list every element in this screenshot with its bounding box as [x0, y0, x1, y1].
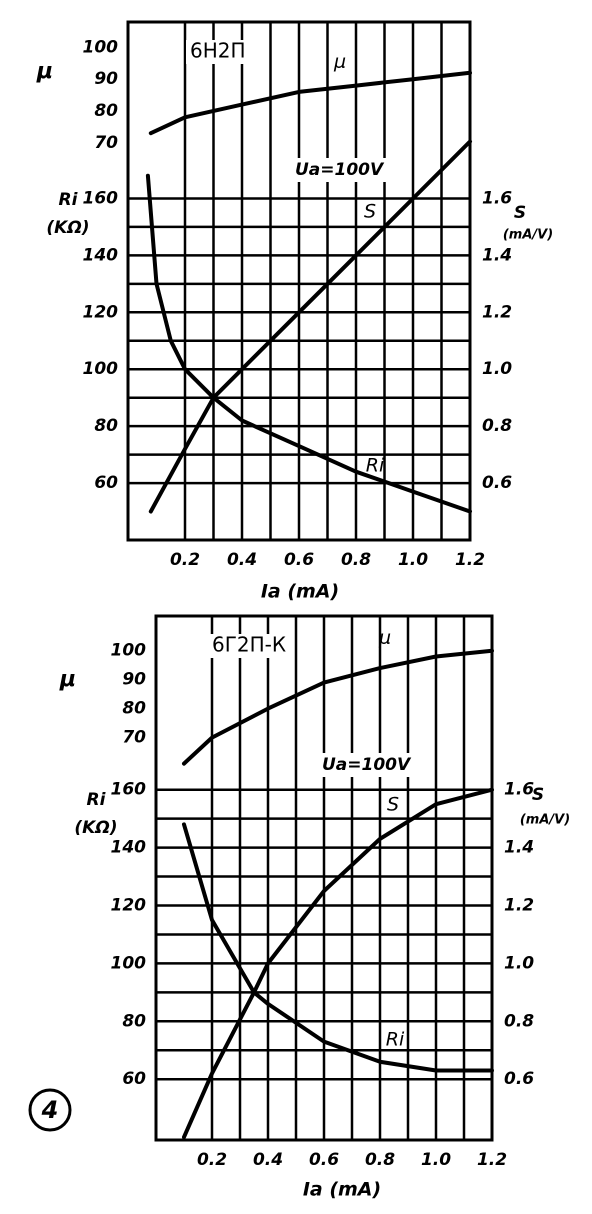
- annotation: Uа=100V: [322, 755, 412, 775]
- y-axis-unit: (KΩ): [74, 818, 117, 838]
- y3-axis-label: μ: [36, 59, 53, 84]
- y-tick-label: 80: [122, 1011, 146, 1031]
- y2-tick-label: 1.4: [504, 838, 534, 858]
- y3-tick-label: 70: [122, 728, 146, 748]
- y-axis-label: Ri: [87, 790, 107, 810]
- chart-title-bg: [186, 40, 250, 64]
- y2-tick-label: 1.6: [482, 188, 512, 208]
- y2-axis-label: S: [532, 785, 544, 805]
- x-tick-label: 0.8: [365, 1150, 395, 1170]
- plot-frame: [154, 614, 494, 1142]
- x-tick-label: 0.4: [253, 1150, 283, 1170]
- y-tick-label: 80: [94, 416, 118, 436]
- chart-title-bg: [208, 634, 291, 658]
- plot-frame: [126, 20, 472, 542]
- y2-tick-label: 1.2: [504, 896, 534, 916]
- y-tick-label: 160: [83, 188, 119, 208]
- series-label: μ: [378, 627, 391, 649]
- series-line: [182, 787, 494, 1140]
- y3-tick-label: 90: [122, 670, 146, 690]
- x-tick-label: 0.6: [309, 1150, 339, 1170]
- y3-axis-label: μ: [59, 667, 76, 692]
- annotation-bg: [318, 753, 417, 777]
- y-tick-label: 60: [122, 1069, 146, 1089]
- y2-tick-label: 0.8: [504, 1011, 534, 1031]
- y2-axis-unit: (mA/V): [503, 228, 553, 243]
- annotation: Uа=100V: [295, 160, 385, 180]
- series-label: S: [364, 201, 376, 223]
- y-tick-label: 120: [83, 302, 119, 322]
- y-axis-label: Ri: [59, 190, 79, 210]
- series-line: [148, 70, 472, 136]
- y-tick-label: 60: [94, 473, 118, 493]
- y-axis-unit: (KΩ): [46, 218, 89, 238]
- x-tick-label: 1.0: [421, 1150, 451, 1170]
- figure-label-circle: [28, 1088, 72, 1132]
- y2-tick-label: 1.4: [482, 245, 512, 265]
- y2-tick-label: 0.6: [482, 473, 512, 493]
- x-tick-label: 0.6: [284, 550, 314, 570]
- series-line: [182, 648, 494, 766]
- y2-tick-label: 1.0: [504, 953, 534, 973]
- x-axis-label: Iа (mA): [303, 1179, 381, 1201]
- y2-tick-label: 1.2: [482, 302, 512, 322]
- y2-tick-label: 0.6: [504, 1069, 534, 1089]
- y-tick-label: 160: [111, 780, 147, 800]
- x-tick-label: 1.2: [455, 550, 485, 570]
- y-tick-label: 120: [111, 896, 147, 916]
- y-tick-label: 100: [111, 953, 147, 973]
- series-label: Ri: [386, 1029, 405, 1051]
- series-label: μ: [333, 51, 346, 73]
- y-tick-label: 140: [111, 838, 147, 858]
- x-tick-label: 0.2: [170, 550, 200, 570]
- series-line: [182, 822, 494, 1073]
- x-tick-label: 0.4: [227, 550, 257, 570]
- x-tick-label: 0.2: [197, 1150, 227, 1170]
- y-tick-label: 100: [83, 359, 119, 379]
- y2-tick-label: 1.6: [504, 780, 534, 800]
- y-tick-label: 140: [83, 245, 119, 265]
- y2-axis-unit: (mA/V): [520, 813, 570, 828]
- x-tick-label: 1.2: [477, 1150, 507, 1170]
- x-axis-label: Iа (mA): [261, 581, 339, 603]
- y3-tick-label: 100: [83, 37, 119, 57]
- y2-axis-label: S: [514, 203, 526, 223]
- annotation-bg: [291, 158, 390, 182]
- y2-tick-label: 1.0: [482, 359, 512, 379]
- series-line: [145, 173, 472, 514]
- x-tick-label: 1.0: [398, 550, 428, 570]
- x-tick-label: 0.8: [341, 550, 371, 570]
- y2-tick-label: 0.8: [482, 416, 512, 436]
- y3-tick-label: 80: [122, 699, 146, 719]
- y3-tick-label: 80: [94, 101, 118, 121]
- y3-tick-label: 90: [94, 69, 118, 89]
- y3-tick-label: 70: [94, 133, 118, 153]
- series-label: Ri: [366, 455, 385, 477]
- y3-tick-label: 100: [111, 641, 147, 661]
- chart-title: 6Н2П: [190, 39, 246, 63]
- series-line: [148, 139, 472, 514]
- figure-label: 4: [41, 1096, 59, 1124]
- chart-title: 6Г2П-К: [212, 633, 286, 657]
- series-label: S: [387, 794, 399, 816]
